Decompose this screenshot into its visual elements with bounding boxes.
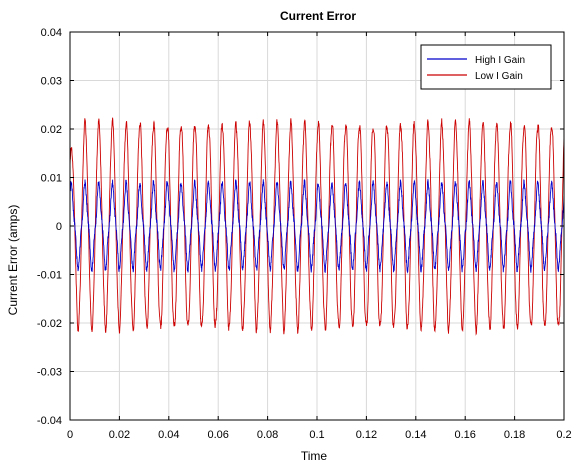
chart-title: Current Error [280,9,356,23]
y-tick-label: -0.02 [37,318,62,330]
series-line-low-i-gain [69,117,565,336]
x-tick-label: 0.06 [207,429,228,441]
x-tick-label: 0.08 [257,429,278,441]
x-tick-label: 0.18 [504,429,525,441]
x-tick-label: 0.12 [356,429,377,441]
y-tick-label: 0.02 [41,124,62,136]
x-tick-label: 0.04 [158,429,179,441]
y-tick-label: 0.04 [41,27,62,39]
y-tick-label: 0.01 [41,173,62,185]
y-axis-label: Current Error (amps) [6,205,20,316]
series-layer [69,117,565,336]
y-axis-ticks: -0.04 -0.03 -0.02 -0.01 0 0.01 0.02 0.03 0.04 [37,27,564,427]
y-tick-label: 0.03 [41,76,62,88]
x-tick-label: 0.16 [454,429,475,441]
series-line-high-i-gain [69,178,565,274]
legend-label-1: Low I Gain [475,71,523,82]
legend-box [420,44,552,90]
y-tick-label: -0.01 [37,270,62,282]
legend: High I Gain Low I Gain [420,44,552,90]
x-tick-label: 0.02 [109,429,130,441]
x-tick-label: 0 [67,429,73,441]
x-tick-label: 0.1 [309,429,324,441]
x-axis-ticks: 0 0.02 0.04 0.06 0.08 0.1 0.12 0.14 0.16 0.18 0.2 [67,32,572,441]
x-tick-label: 0.14 [405,429,426,441]
y-tick-label: -0.03 [37,367,62,379]
y-tick-label: 0 [56,221,62,233]
y-tick-label: -0.04 [37,415,62,427]
x-axis-label: Time [301,449,328,463]
x-tick-label: 0.2 [556,429,571,441]
legend-label-0: High I Gain [475,55,525,66]
